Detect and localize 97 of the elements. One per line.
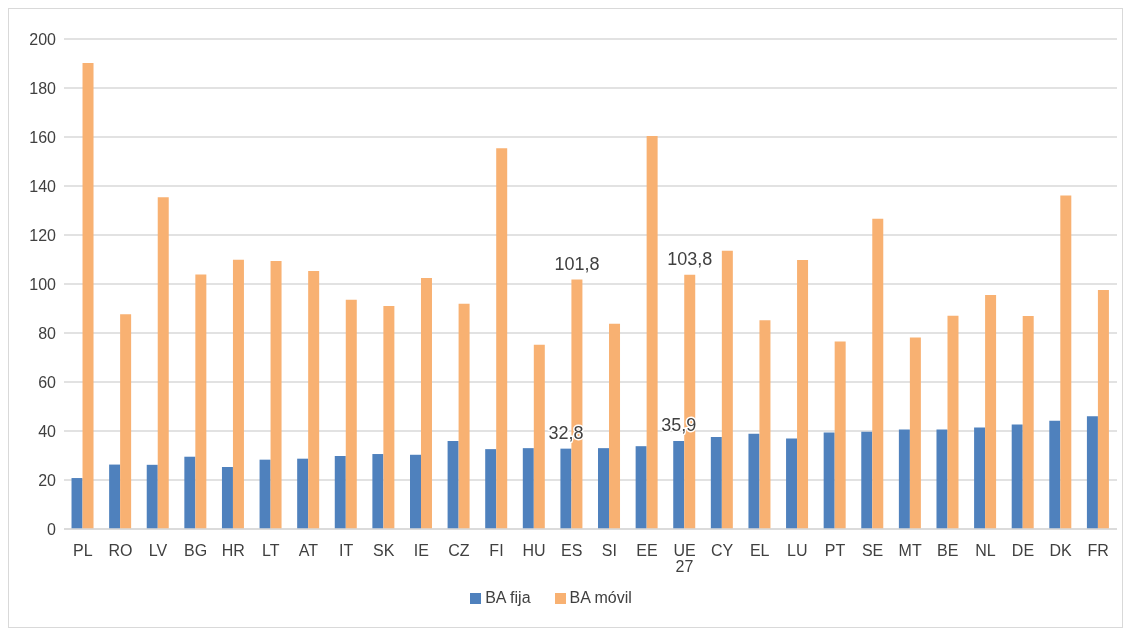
bar [345,299,357,529]
bar [146,464,158,529]
bar [334,455,346,529]
y-tick-label: 0 [47,520,57,538]
bar [797,259,809,529]
bar [786,438,798,529]
x-tick-label: SK [372,542,395,560]
y-tick-label: 40 [38,422,57,440]
x-tick-label: CZ [448,542,470,560]
x-tick-label: MT [898,542,922,560]
y-tick-label: 80 [38,324,57,342]
bar [420,277,432,529]
y-tick-label: 180 [29,79,57,97]
x-tick-label: UE 27 [673,542,696,576]
bar [646,136,658,529]
bar [232,259,244,529]
bar [120,314,132,529]
bar [383,306,395,529]
bar [485,449,497,529]
x-tick-label: DE [1011,542,1035,560]
bar [1011,424,1023,529]
legend-label: BA móvil [569,589,632,606]
x-tick-label: NL [975,542,996,560]
bar [221,467,233,529]
x-tick-label: FI [489,542,504,560]
bar [1086,416,1098,529]
bar [748,433,760,529]
y-tick-label: 140 [29,177,57,195]
bar [1049,420,1061,529]
bar [447,441,459,529]
bar [759,320,771,529]
bar [195,274,207,529]
bar [560,448,572,529]
data-label: 103,8 [667,248,713,269]
x-tick-label: LV [148,542,168,560]
bar [936,429,948,529]
bar [872,218,884,529]
bar [270,260,282,529]
x-tick-label: BE [937,542,959,560]
x-tick-label: IT [338,542,354,560]
legend-label: BA fija [485,589,531,606]
x-tick-label: ES [561,542,583,560]
x-tick-label: LU [787,542,808,560]
x-tick-label: CY [711,542,734,560]
bar [409,454,421,529]
x-tick-label: SI [601,542,617,560]
bar [109,464,121,529]
bar [898,429,910,529]
bar [533,344,545,529]
x-tick-label: HU [522,542,546,560]
bar [635,446,647,529]
bar [458,303,470,529]
x-tick-label: PT [824,542,846,560]
bar [974,427,986,529]
bar [372,454,384,529]
y-tick-label: 200 [29,30,57,48]
bar [184,456,196,529]
bar [598,448,610,529]
bar [985,295,997,529]
bar [1060,195,1072,529]
x-tick-label: RO [108,542,133,560]
x-tick-label: EE [636,542,658,560]
bar [909,337,921,529]
bar [710,436,722,529]
data-label: 101,8 [554,253,600,274]
bar [496,148,508,529]
bar [157,197,169,529]
bar [861,431,873,529]
y-tick-label: 20 [38,471,57,489]
bar [823,432,835,529]
bar [721,250,733,529]
x-tick-label: SE [861,542,884,560]
x-tick-label: LT [262,542,280,560]
bar [1097,289,1109,529]
bar [259,459,271,529]
bar [673,441,685,529]
y-tick-label: 60 [38,373,57,391]
bar [308,271,320,529]
bar [297,458,309,529]
bar [609,323,621,529]
x-tick-label: FR [1087,542,1109,560]
y-tick-label: 120 [29,226,57,244]
x-tick-label: BG [184,542,208,560]
bar [947,315,959,529]
bar [834,341,846,529]
bar [82,63,94,529]
y-tick-label: 100 [29,275,57,293]
x-tick-label: PL [73,542,93,560]
bar [1022,316,1034,529]
x-tick-label: EL [749,542,770,560]
x-tick-label: DK [1049,542,1073,560]
x-tick-label: IE [413,542,429,560]
x-tick-label: HR [221,542,245,560]
y-tick-label: 160 [29,128,57,146]
bar [522,448,534,529]
bar [71,478,83,529]
x-tick-label: AT [298,542,319,560]
